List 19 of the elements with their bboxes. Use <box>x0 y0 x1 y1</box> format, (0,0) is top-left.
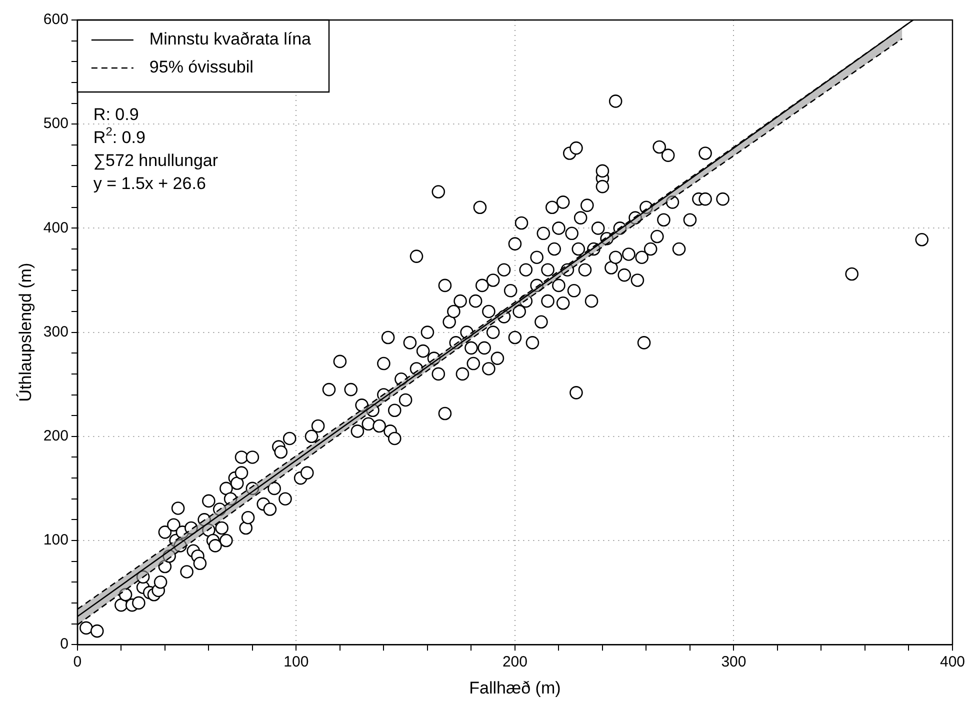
y-tick-label: 600 <box>43 11 68 28</box>
y-tick-label: 500 <box>43 115 68 132</box>
x-tick-label: 300 <box>721 654 746 671</box>
annotation: y = 1.5x + 26.6 <box>93 174 206 193</box>
y-axis-title: Úthlaupslengd (m) <box>16 262 35 402</box>
y-tick-label: 300 <box>43 323 68 340</box>
y-tick-label: 200 <box>43 428 68 445</box>
y-tick-label: 400 <box>43 219 68 236</box>
x-tick-label: 100 <box>284 654 309 671</box>
x-tick-label: 0 <box>73 654 82 671</box>
y-tick-label: 0 <box>60 636 68 653</box>
annotation: R: 0.9 <box>93 105 139 124</box>
x-axis-title: Fallhæð (m) <box>469 678 561 698</box>
x-tick-label: 200 <box>502 654 528 671</box>
x-tick-label: 400 <box>940 654 965 671</box>
annotation: ∑572 hnullungar <box>93 151 218 170</box>
legend-label: 95% óvissubil <box>149 58 254 77</box>
y-tick-label: 100 <box>43 532 68 549</box>
legend-label: Minnstu kvaðrata lína <box>149 30 312 49</box>
